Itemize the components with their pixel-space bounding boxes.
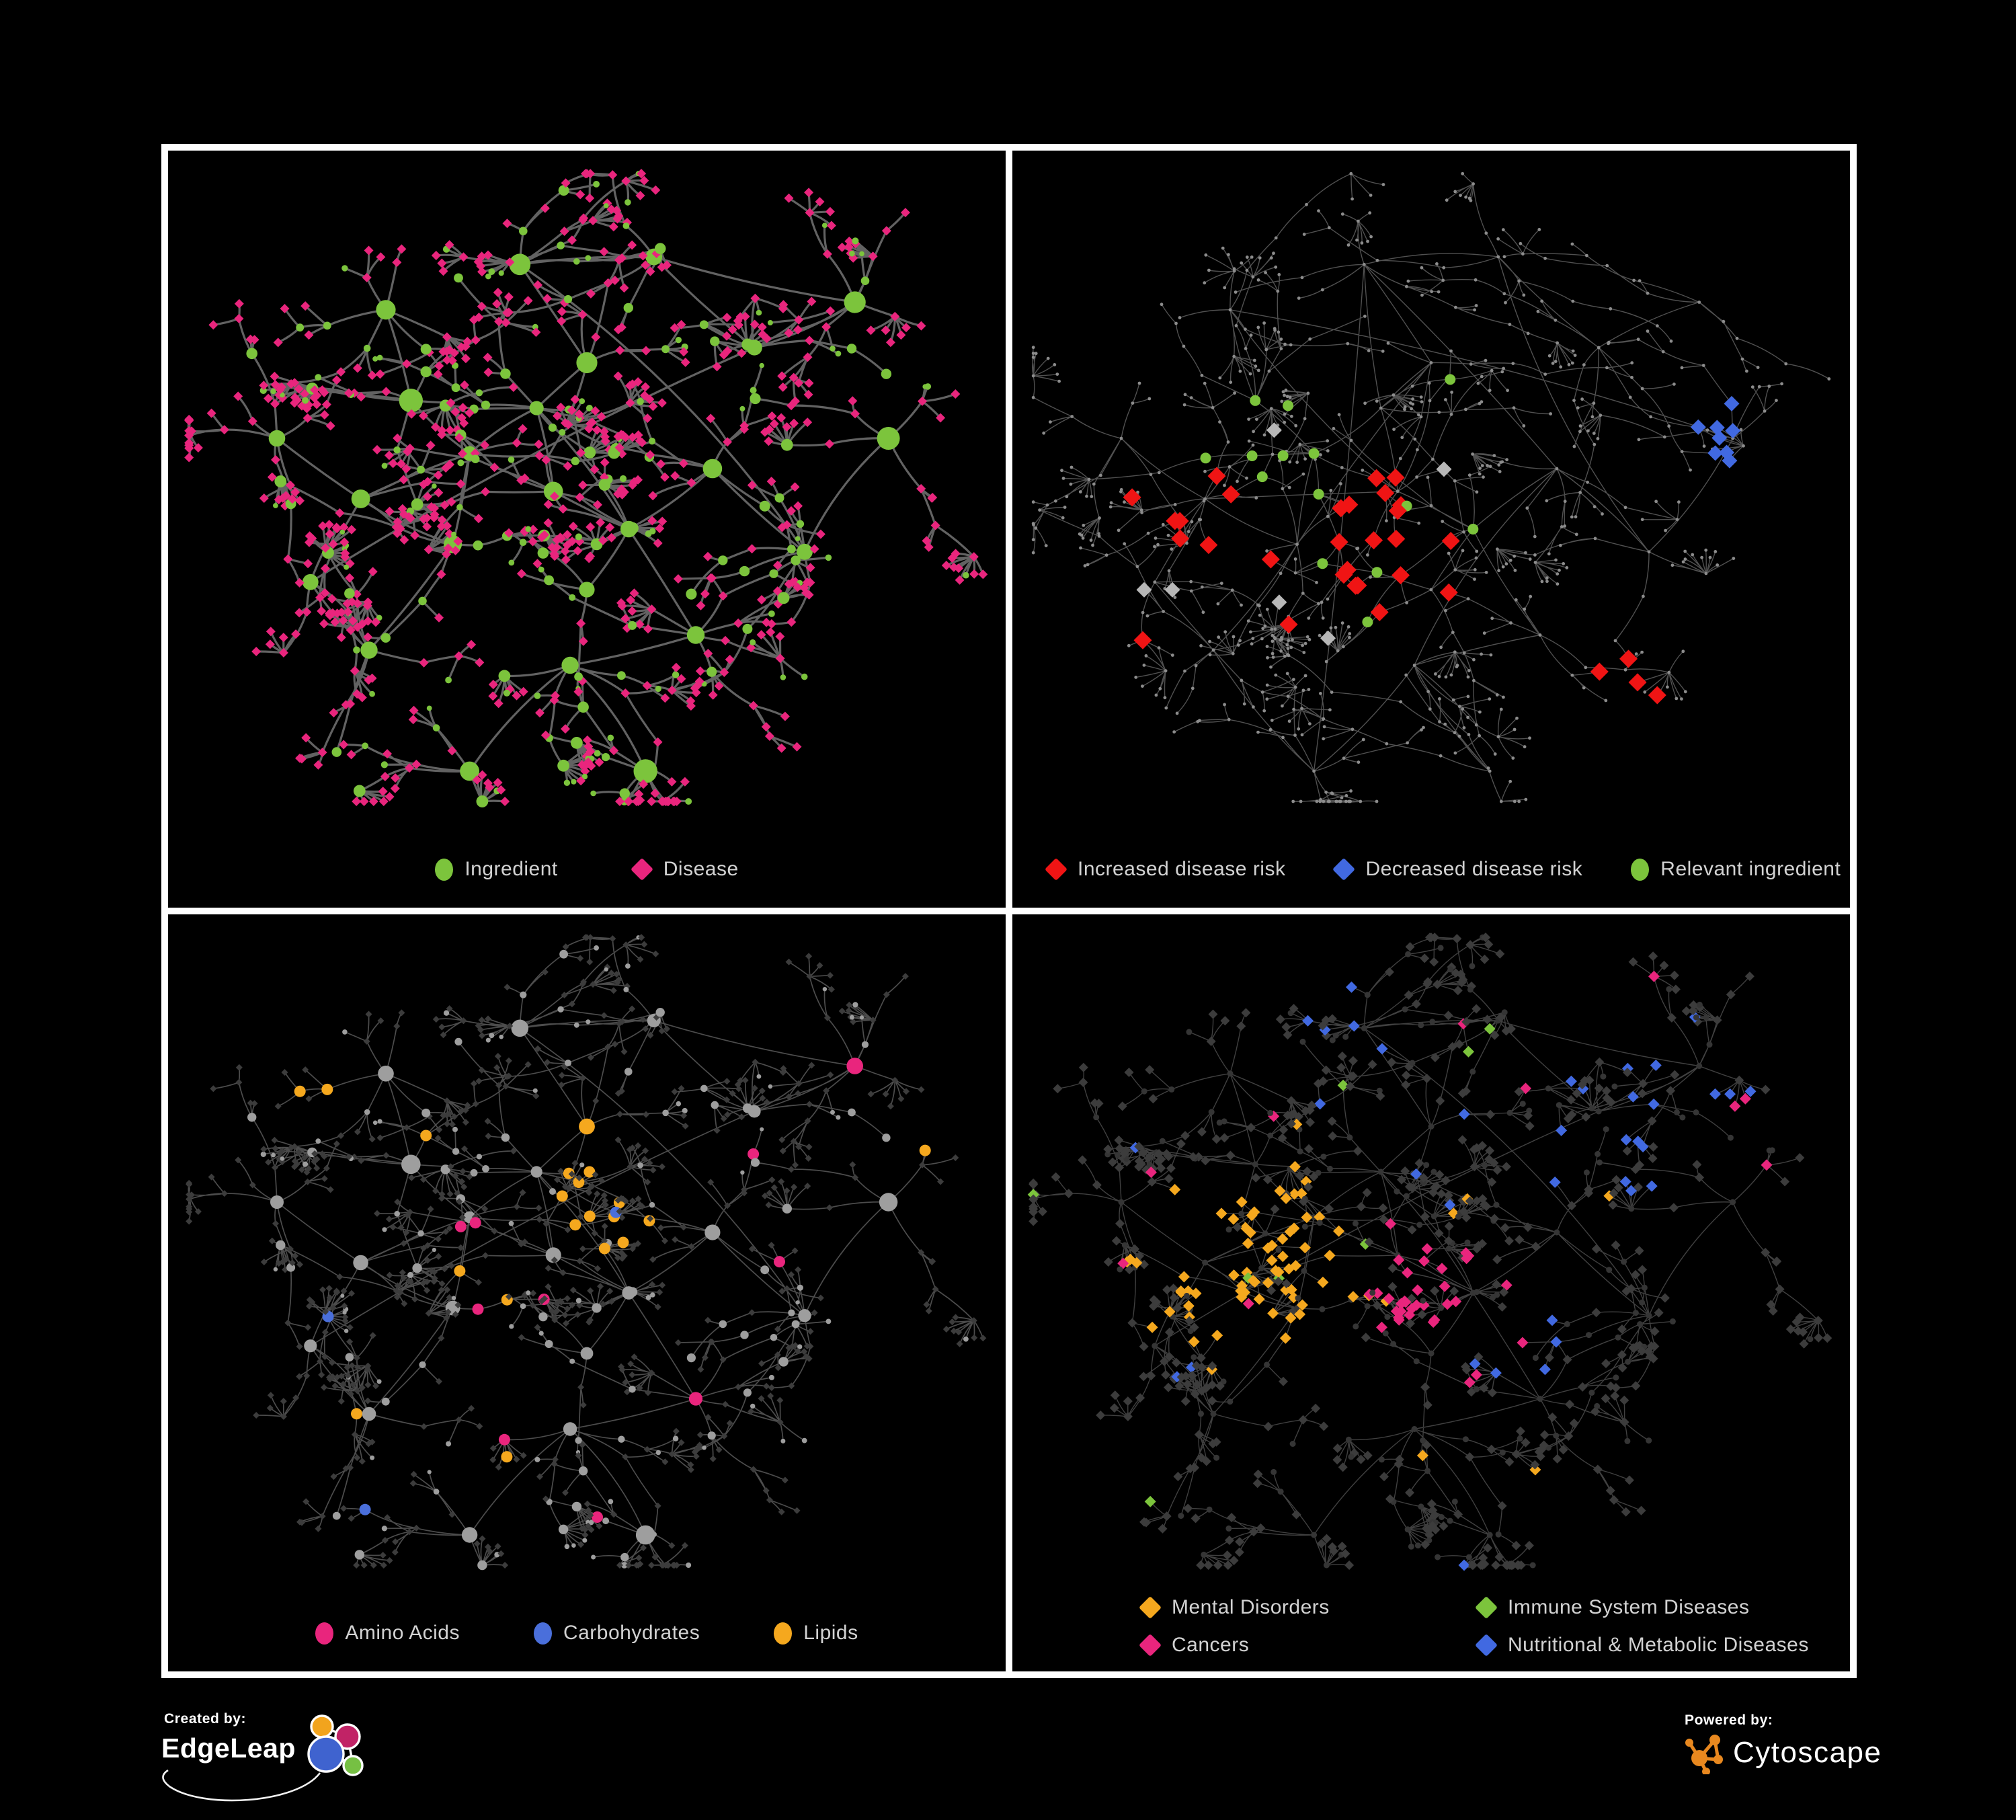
- legend-item-disease: Disease: [630, 858, 739, 881]
- legend-label-nutritional-metabolic-diseases: Nutritional & Metabolic Diseases: [1508, 1634, 1809, 1656]
- legend-item-amino-acids: Amino Acids: [315, 1622, 460, 1645]
- nutritional-metabolic-diseases-swatch: [1475, 1634, 1498, 1657]
- network-graph-disease-classes: [1027, 933, 1832, 1571]
- network-graph-nutrient-classes: [186, 934, 987, 1571]
- legend-item-mental-disorders: Mental Disorders: [1139, 1596, 1476, 1619]
- panel-disease-risk: Increased disease risk Decreased disease…: [1012, 151, 1850, 908]
- legend-label-increased-risk: Increased disease risk: [1078, 858, 1286, 880]
- panel-disease-classes: Mental Disorders Immune System Diseases …: [1012, 914, 1850, 1671]
- legend-label-lipids: Lipids: [803, 1622, 858, 1644]
- legend-label-decreased-risk: Decreased disease risk: [1365, 858, 1583, 880]
- legend-item-nutritional-metabolic-diseases: Nutritional & Metabolic Diseases: [1475, 1634, 1809, 1657]
- legend-item-decreased-risk: Decreased disease risk: [1332, 858, 1583, 881]
- legend-item-increased-risk: Increased disease risk: [1045, 858, 1286, 881]
- legend-label-disease: Disease: [663, 858, 739, 880]
- legend-ingredients-diseases: Ingredient Disease: [168, 858, 1006, 881]
- panel-nutrient-classes: Amino Acids Carbohydrates Lipids: [168, 914, 1006, 1671]
- legend-label-amino-acids: Amino Acids: [345, 1622, 460, 1644]
- legend-disease-risk: Increased disease risk Decreased disease…: [1012, 858, 1850, 881]
- powered-by-block: Powered by: Cytoscape: [1685, 1712, 1967, 1793]
- legend-item-cancers: Cancers: [1139, 1634, 1476, 1657]
- legend-disease-classes: Mental Disorders Immune System Diseases …: [1139, 1596, 1809, 1657]
- legend-item-relevant-ingredient: Relevant ingredient: [1631, 858, 1841, 881]
- panel-grid: Ingredient Disease Increased disease ris…: [161, 144, 1857, 1678]
- legend-nutrient-classes: Amino Acids Carbohydrates Lipids: [168, 1622, 1006, 1645]
- cytoscape-logo-icon: [1685, 1735, 1723, 1774]
- legend-label-ingredient: Ingredient: [465, 858, 558, 880]
- created-by-block: Created by: EdgeLeap: [152, 1711, 384, 1812]
- carbohydrates-swatch: [533, 1622, 552, 1645]
- decreased-risk-swatch: [1332, 858, 1356, 881]
- legend-label-mental-disorders: Mental Disorders: [1172, 1596, 1330, 1618]
- legend-label-carbohydrates: Carbohydrates: [563, 1622, 700, 1644]
- legend-item-immune-system-diseases: Immune System Diseases: [1475, 1596, 1809, 1619]
- immune-system-diseases-swatch: [1475, 1596, 1498, 1619]
- powered-by-label: Powered by:: [1685, 1712, 1773, 1728]
- legend-item-ingredient: Ingredient: [435, 858, 557, 881]
- network-graph-ingredients-diseases: [184, 169, 988, 807]
- edgeleap-brand-text: EdgeLeap: [161, 1733, 296, 1764]
- amino-acids-swatch: [315, 1622, 334, 1645]
- panel-ingredients-diseases: Ingredient Disease: [168, 151, 1006, 908]
- disease-swatch: [630, 858, 653, 881]
- ingredient-swatch: [435, 858, 454, 881]
- lipids-swatch: [774, 1622, 793, 1645]
- relevant-ingredient-swatch: [1631, 858, 1650, 881]
- legend-item-lipids: Lipids: [774, 1622, 858, 1645]
- created-by-label: Created by:: [164, 1711, 247, 1727]
- legend-label-cancers: Cancers: [1172, 1634, 1250, 1656]
- cancers-swatch: [1139, 1634, 1162, 1657]
- increased-risk-swatch: [1045, 858, 1067, 881]
- network-graph-disease-risk: [1031, 171, 1831, 803]
- edgeleap-logo-icon: [162, 1714, 364, 1802]
- legend-label-relevant-ingredient: Relevant ingredient: [1660, 858, 1841, 880]
- mental-disorders-swatch: [1139, 1596, 1162, 1619]
- cytoscape-brand-text: Cytoscape: [1733, 1736, 1882, 1769]
- legend-item-carbohydrates: Carbohydrates: [533, 1622, 700, 1645]
- legend-label-immune-system-diseases: Immune System Diseases: [1508, 1596, 1750, 1618]
